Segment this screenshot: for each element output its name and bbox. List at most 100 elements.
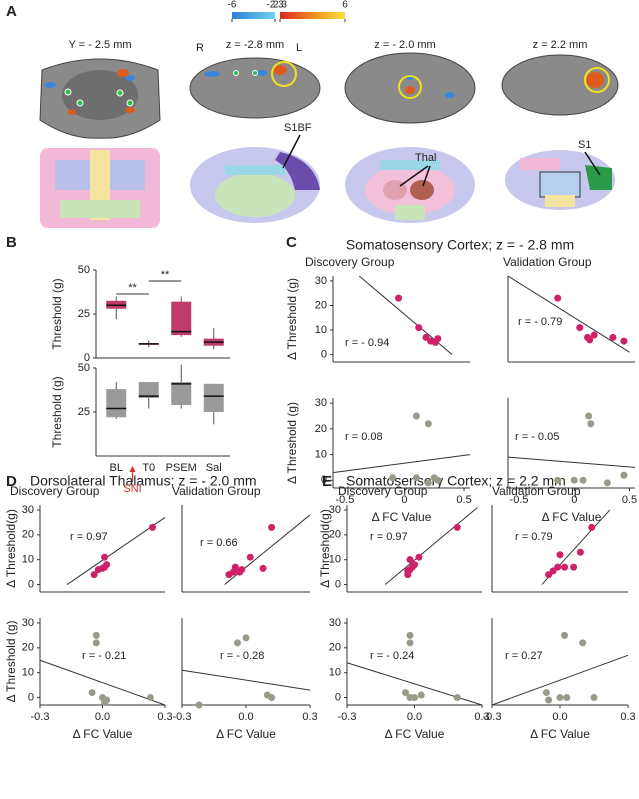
y-tick-label: 10 <box>315 324 327 336</box>
y-tick-label: 10 <box>329 667 341 679</box>
y-tick-label: 0 <box>28 691 34 703</box>
y-tick-label: 20 <box>315 299 327 311</box>
data-point <box>92 631 100 639</box>
data-point <box>556 694 564 702</box>
data-point <box>609 333 617 341</box>
x-tick-label: 0 <box>571 494 577 506</box>
trend-line <box>181 669 311 691</box>
data-point <box>554 294 562 302</box>
y-tick-label: 50 <box>78 362 90 374</box>
data-point <box>406 694 414 702</box>
data-point <box>590 694 598 702</box>
data-point <box>259 564 267 572</box>
r-annotation: r = - 0.79 <box>518 316 562 328</box>
data-point <box>101 699 109 707</box>
data-point <box>236 568 244 576</box>
r-annotation: r = 0.08 <box>345 431 383 443</box>
data-point <box>561 631 569 639</box>
panel-label: D <box>6 473 17 490</box>
y-tick-label: 20 <box>22 529 34 541</box>
data-point <box>417 691 425 699</box>
panel-title: Dorsolateral Thalamus; z = - 2.0 mm <box>30 473 257 489</box>
panel-label: B <box>6 234 17 251</box>
data-point <box>406 556 414 564</box>
x-tick-label: PSEM <box>166 462 197 474</box>
significance-label: ** <box>128 282 137 294</box>
y-tick-label: 30 <box>315 275 327 287</box>
x-tick-label: -0.3 <box>338 711 357 723</box>
y-tick-label: 0 <box>28 578 34 590</box>
data-point <box>242 634 250 642</box>
x-tick-label: Sal <box>206 462 222 474</box>
data-point <box>453 694 461 702</box>
region-label: Thal <box>415 152 436 164</box>
y-tick-label: 0 <box>84 352 90 364</box>
y-tick-label: 20 <box>329 642 341 654</box>
data-point <box>389 474 397 482</box>
slice-label: z = 2.2 mm <box>533 39 588 51</box>
atlas-slices <box>40 147 615 228</box>
panel-title: Somatosensory Cortex; z = - 2.8 mm <box>346 237 574 253</box>
r-annotation: r = 0.79 <box>515 531 553 543</box>
x-tick-label: 0.3 <box>157 711 172 723</box>
x-tick-label: -0.5 <box>510 494 529 506</box>
trend-line <box>332 454 471 474</box>
r-annotation: r = 0.66 <box>200 537 238 549</box>
data-point <box>554 563 562 571</box>
data-point <box>545 696 553 704</box>
data-point <box>586 336 594 344</box>
colorbar-negative <box>232 12 275 19</box>
chart-title: Discovery Group <box>305 255 395 269</box>
box <box>171 301 192 336</box>
data-point <box>103 561 111 569</box>
x-tick-label: 0.0 <box>407 711 422 723</box>
data-point <box>588 523 596 531</box>
y-axis-label: Threshold (g) <box>50 278 64 349</box>
data-point <box>424 479 432 487</box>
red-blobs <box>68 65 604 115</box>
x-axis-label: Δ FC Value <box>385 727 445 741</box>
box <box>106 389 127 418</box>
y-tick-label: 0 <box>335 578 341 590</box>
y-tick-label: 0 <box>321 474 327 486</box>
x-axis-label: Δ FC Value <box>73 727 133 741</box>
data-point <box>590 331 598 339</box>
x-tick-label: T0 <box>142 462 155 474</box>
x-tick-label: 0.0 <box>238 711 253 723</box>
y-tick-label: 30 <box>22 504 34 516</box>
data-point <box>570 563 578 571</box>
data-point <box>576 324 584 332</box>
slice-label: z = -2.8 mm <box>226 39 284 51</box>
data-point <box>101 553 109 561</box>
panel-title: Somatosensory Cortex; z = 2.2 mm <box>346 473 566 489</box>
data-point <box>576 548 584 556</box>
x-tick-label: 0.3 <box>620 711 635 723</box>
panel-label: A <box>6 3 17 20</box>
x-tick-label: 0.3 <box>302 711 317 723</box>
data-point <box>570 476 578 484</box>
x-tick-label: 0.0 <box>552 711 567 723</box>
y-tick-label: 20 <box>329 529 341 541</box>
sni-label: SNI <box>123 483 141 495</box>
slice-label: z = - 2.0 mm <box>374 39 435 51</box>
y-axis-label: Δ Threshold (g) <box>4 620 18 702</box>
significance-label: ** <box>161 269 170 281</box>
y-axis-label: Δ Threshold(g) <box>318 509 332 588</box>
data-point <box>453 523 461 531</box>
chart-title: Discovery Group <box>338 484 428 498</box>
y-tick-label: 25 <box>78 406 90 418</box>
trend-line <box>39 659 166 706</box>
y-tick-label: 10 <box>22 554 34 566</box>
data-point <box>268 523 276 531</box>
data-point <box>556 551 564 559</box>
chart-title: Validation Group <box>172 484 261 498</box>
orientation-label: R <box>196 42 204 54</box>
x-axis-label: Δ FC Value <box>530 727 590 741</box>
x-tick-label: 0.5 <box>456 494 471 506</box>
trend-line <box>507 275 630 353</box>
data-point <box>415 553 423 561</box>
arrows <box>282 134 601 187</box>
data-point <box>424 420 432 428</box>
x-axis-label: Δ FC Value <box>372 510 432 524</box>
data-point <box>434 476 442 484</box>
